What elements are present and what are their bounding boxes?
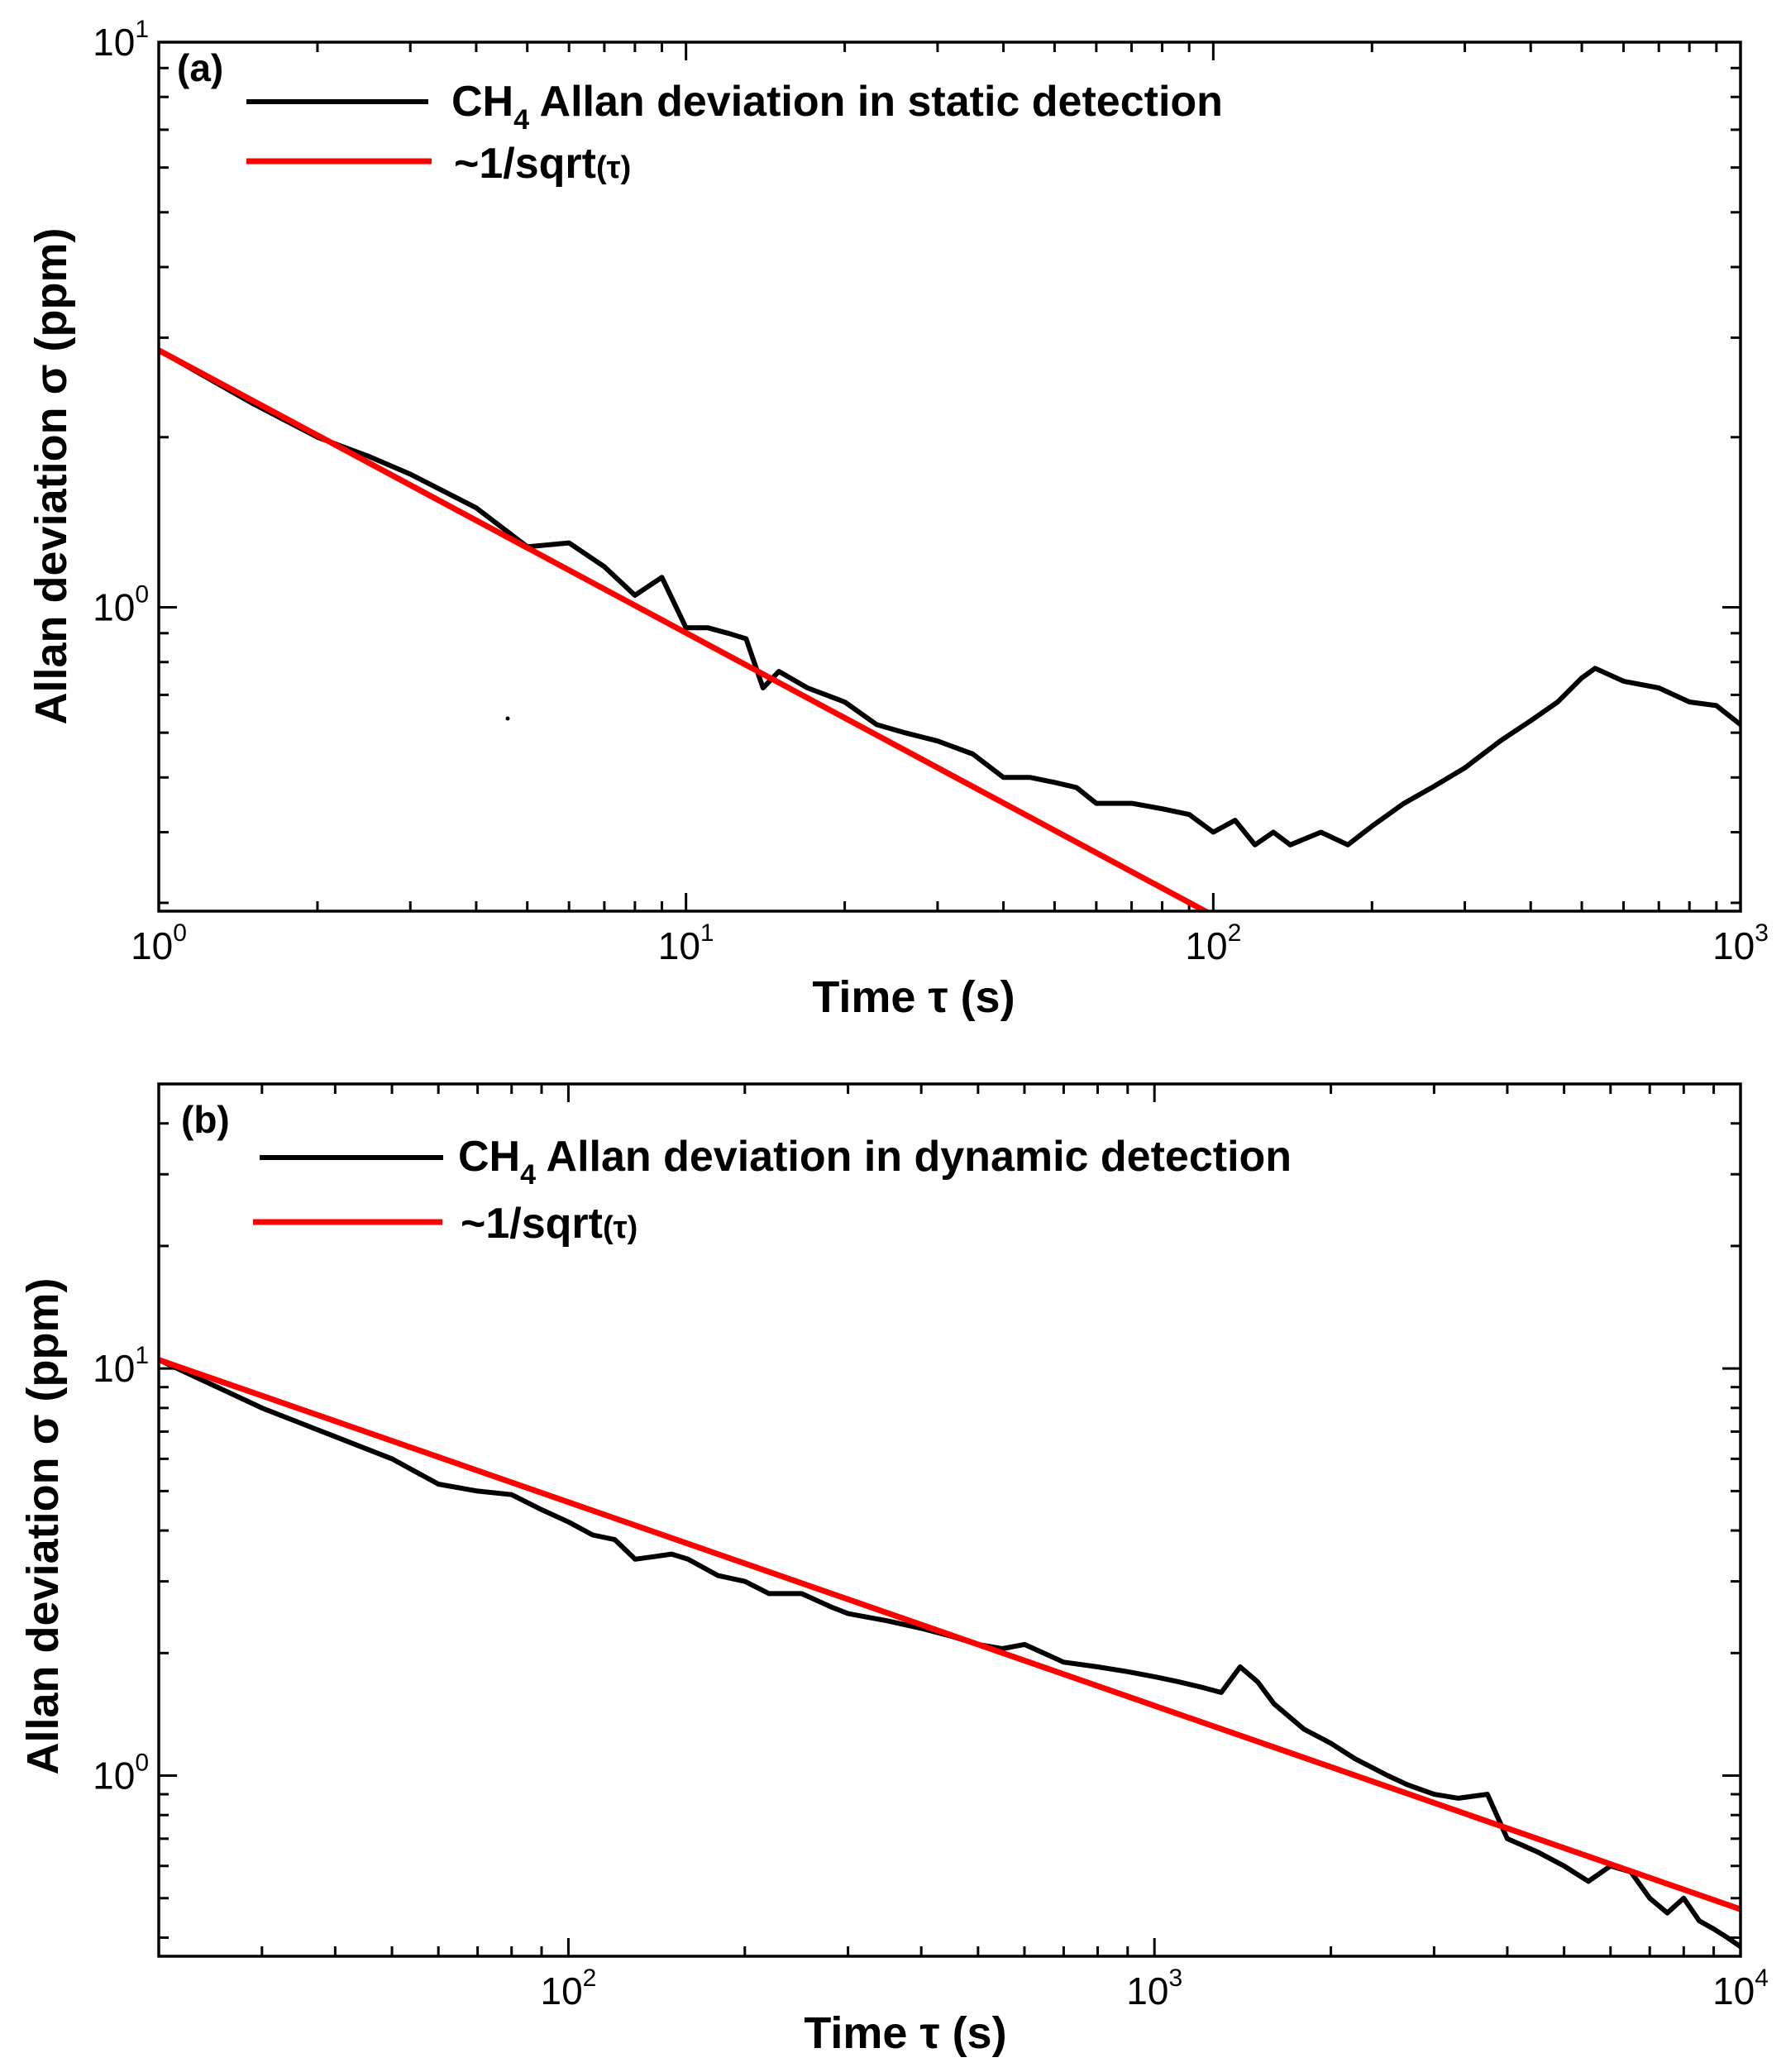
series-group-a: [159, 347, 1741, 911]
panel-b: 102 103 104 100 101 (b) CH4 Allan deviation …: [18, 1082, 1769, 2058]
plot-frame-b: [157, 1082, 1742, 1958]
series-line-allan-b: [159, 1357, 1741, 1950]
y-tick-label: 101: [93, 16, 149, 64]
x-tick-label: 103: [1126, 1965, 1182, 2012]
legend-b: CH4 Allan deviation in dynamic detection…: [253, 1133, 1292, 1248]
x-tick-label: 101: [658, 919, 714, 967]
y-axis-label-b: Allan deviation σ (ppm): [18, 1278, 68, 1775]
y-tick-label: 100: [93, 581, 149, 629]
x-tick-label: 104: [1712, 1965, 1769, 2012]
ticks-a: 100 101 102 103 100 101: [93, 16, 1769, 967]
legend-a: CH4 Allan deviation in static detection …: [246, 78, 1223, 188]
series-group-b: [159, 1357, 1741, 1950]
stray-dot: [505, 716, 510, 721]
legend-label-static: CH4 Allan deviation in static detection: [451, 78, 1223, 136]
x-tick-label: 102: [540, 1965, 596, 2012]
x-tick-label: 102: [1185, 919, 1241, 967]
y-axis-label-a: Allan deviation σ (ppm): [26, 228, 76, 725]
panel-label-b: (b): [181, 1098, 230, 1141]
x-axis-label-a: Time τ (s): [812, 972, 1015, 1022]
series-line-allan-a: [159, 347, 1741, 847]
x-tick-label: 100: [131, 919, 187, 967]
legend-label-fit-b: ~1/sqrt(τ): [461, 1200, 638, 1248]
legend-label-fit-a: ~1/sqrt(τ): [454, 140, 631, 188]
x-axis-label-b: Time τ (s): [804, 2008, 1006, 2058]
series-line-fit-b: [159, 1357, 1741, 1912]
panel-a: 100 101 102 103 100 101 (a) CH4 Allan deviati…: [26, 16, 1769, 1022]
panel-label-a: (a): [177, 46, 223, 89]
plot-frame-a: [157, 41, 1742, 913]
legend-label-dynamic: CH4 Allan deviation in dynamic detection: [458, 1133, 1292, 1191]
series-line-fit-a: [159, 347, 1212, 911]
y-tick-label: 101: [93, 1342, 149, 1390]
x-tick-label: 103: [1712, 919, 1769, 967]
y-tick-label: 100: [93, 1750, 149, 1797]
